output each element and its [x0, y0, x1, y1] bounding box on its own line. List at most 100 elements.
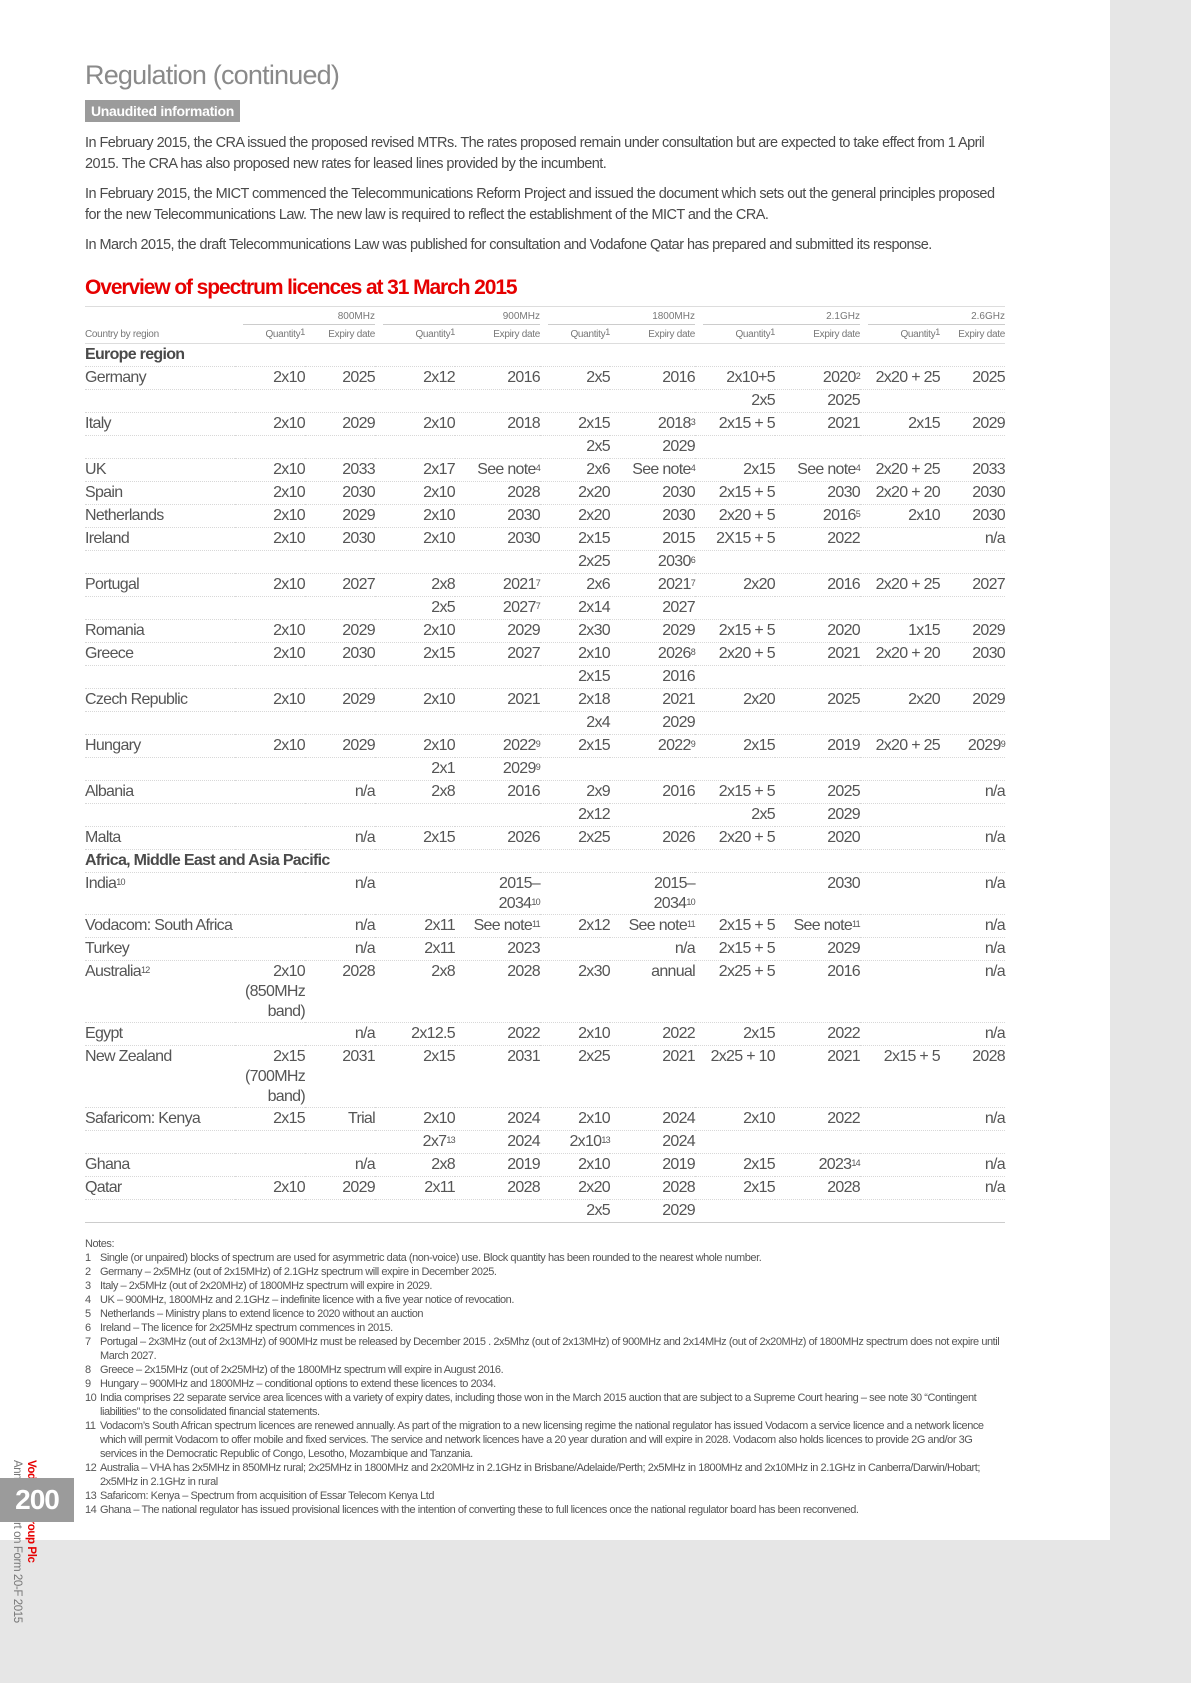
note-item: 9 Hungary – 900MHz and 1800MHz – conditio… [85, 1377, 1005, 1391]
country-cell: Ghana [85, 1153, 235, 1177]
footnote-ref: 4 [855, 463, 861, 473]
footnote-ref: 2 [855, 371, 861, 381]
footnote-ref: 7 [535, 601, 541, 611]
expiry-cell: n/a [940, 527, 1006, 551]
country-cell [85, 596, 235, 620]
footnote-ref: 9 [1000, 739, 1006, 749]
quantity-cell: 2x20 + 5 [695, 504, 776, 528]
expiry-cell [775, 711, 860, 735]
country-cell: India10 [85, 872, 235, 915]
expiry-cell: 2021 [610, 1045, 696, 1108]
quantity-cell: 2x15 (700MHz band) [235, 1045, 306, 1108]
expiry-cell [305, 711, 375, 735]
expiry-cell [940, 550, 1005, 574]
expiry-cell: 2016 [455, 366, 541, 390]
quantity-cell [540, 389, 610, 413]
table-row: 2x5 2029 [85, 435, 1005, 459]
expiry-cell: 2029 [305, 734, 376, 758]
quantity-cell [235, 872, 305, 915]
quantity-cell [235, 665, 305, 689]
expiry-cell: 2029 [305, 504, 376, 528]
expiry-cell: n/a [610, 937, 696, 961]
table-row: Spain 2x10 2030 2x10 2028 2x20 2030 2x15 + 5 203… [85, 481, 1006, 505]
quantity-cell: 2x11 [375, 914, 456, 938]
country-cell: Ireland [85, 527, 235, 551]
quantity-cell [860, 803, 940, 827]
footnote-ref: 13 [601, 1135, 610, 1145]
expiry-cell [305, 435, 375, 459]
quantity-cell: 2x18 [540, 688, 611, 712]
quantity-cell: 2x10 [375, 481, 456, 505]
note-number: 6 [85, 1322, 91, 1334]
expiry-cell: 2019 [775, 734, 861, 758]
quantity-cell: 2x14 [540, 596, 611, 620]
expiry-cell: See note11 [455, 914, 541, 938]
quantity-cell [860, 1199, 940, 1223]
quantity-cell: 2x15 + 5 [860, 1045, 941, 1108]
expiry-cell: 2027 [940, 573, 1006, 597]
table-row: Hungary 2x10 2029 2x10 20229 2x15 20229 2x15 201… [85, 734, 1006, 758]
band-header: 2.6GHz [860, 306, 1005, 325]
quantity-cell [235, 389, 305, 413]
expiry-cell [775, 665, 860, 689]
table-and-notes: 800MHz 900MHz 1800MHz 2.1GHz 2.6GHz Country b… [85, 306, 1006, 1517]
note-number: 8 [85, 1364, 91, 1376]
note-text: Italy – 2x5MHz (out of 2x20MHz) of 1800M… [100, 1280, 432, 1292]
country-cell [85, 550, 235, 574]
quantity-cell: 2x5 [540, 366, 611, 390]
column-header-expiry: Expiry date [940, 325, 1005, 344]
quantity-cell: 2x25 [540, 1045, 611, 1108]
expiry-cell: 20277 [455, 596, 541, 620]
quantity-cell: 2x10+5 [695, 366, 776, 390]
band-label: 2.6GHz [868, 311, 1005, 325]
country-cell: Qatar [85, 1176, 235, 1200]
quantity-cell [235, 1153, 305, 1177]
expiry-cell: 2029 [775, 803, 861, 827]
quantity-cell: 2x10 [375, 619, 456, 643]
expiry-cell: n/a [940, 780, 1006, 804]
expiry-cell: 2029 [940, 688, 1006, 712]
table-row: 2x4 2029 [85, 711, 1005, 735]
quantity-cell [860, 1107, 940, 1131]
expiry-cell [305, 757, 375, 781]
table-row: Ghana n/a 2x8 2019 2x10 2019 2x15 202314 n/a [85, 1153, 1006, 1177]
expiry-cell: 20299 [455, 757, 541, 781]
footnote-ref: 1 [300, 326, 305, 337]
expiry-cell: n/a [305, 1022, 376, 1046]
footnote-ref: 11 [852, 919, 861, 929]
expiry-cell: n/a [305, 1153, 376, 1177]
paragraph: In February 2015, the MICT commenced the… [85, 186, 995, 223]
quantity-cell: 2x20 + 20 [860, 642, 941, 666]
table-row: Vodacom: South Africa n/a 2x11 See note11 2x… [85, 914, 1006, 938]
footnote-ref: 4 [535, 463, 541, 473]
quantity-cell [860, 937, 940, 961]
country-cell [85, 803, 235, 827]
quantity-cell [235, 937, 305, 961]
note-item: 12 Australia – VHA has 2x5MHz in 850MHz r… [85, 1461, 1005, 1489]
quantity-cell: 2x10 [235, 642, 306, 666]
expiry-cell [455, 803, 540, 827]
country-cell: Vodacom: South Africa [85, 914, 235, 938]
expiry-cell [940, 596, 1005, 620]
quantity-cell: 2x20 + 25 [860, 458, 941, 482]
quantity-cell: 2x12 [540, 914, 611, 938]
country-cell: Turkey [85, 937, 235, 961]
quantity-cell: 2x10 [235, 1176, 306, 1200]
quantity-cell: 2x4 [540, 711, 611, 735]
expiry-cell [940, 1199, 1005, 1223]
table-row: Malta n/a 2x15 2026 2x25 2026 2x20 + 5 2020 n/a [85, 826, 1006, 850]
quantity-cell: 2x25 + 10 [695, 1045, 776, 1108]
expiry-cell: 2028 [610, 1176, 696, 1200]
quantity-cell: 2x25 [540, 550, 611, 574]
note-number: 11 [85, 1420, 96, 1432]
expiry-cell [455, 665, 540, 689]
quantity-cell [860, 826, 940, 850]
footnote-ref: 1 [935, 326, 940, 337]
expiry-cell: 2030 [610, 504, 696, 528]
column-header-quantity: Quantity1 [860, 325, 940, 344]
expiry-cell: 2027 [610, 596, 696, 620]
country-cell: Malta [85, 826, 235, 850]
quantity-cell: 2x15 [375, 642, 456, 666]
